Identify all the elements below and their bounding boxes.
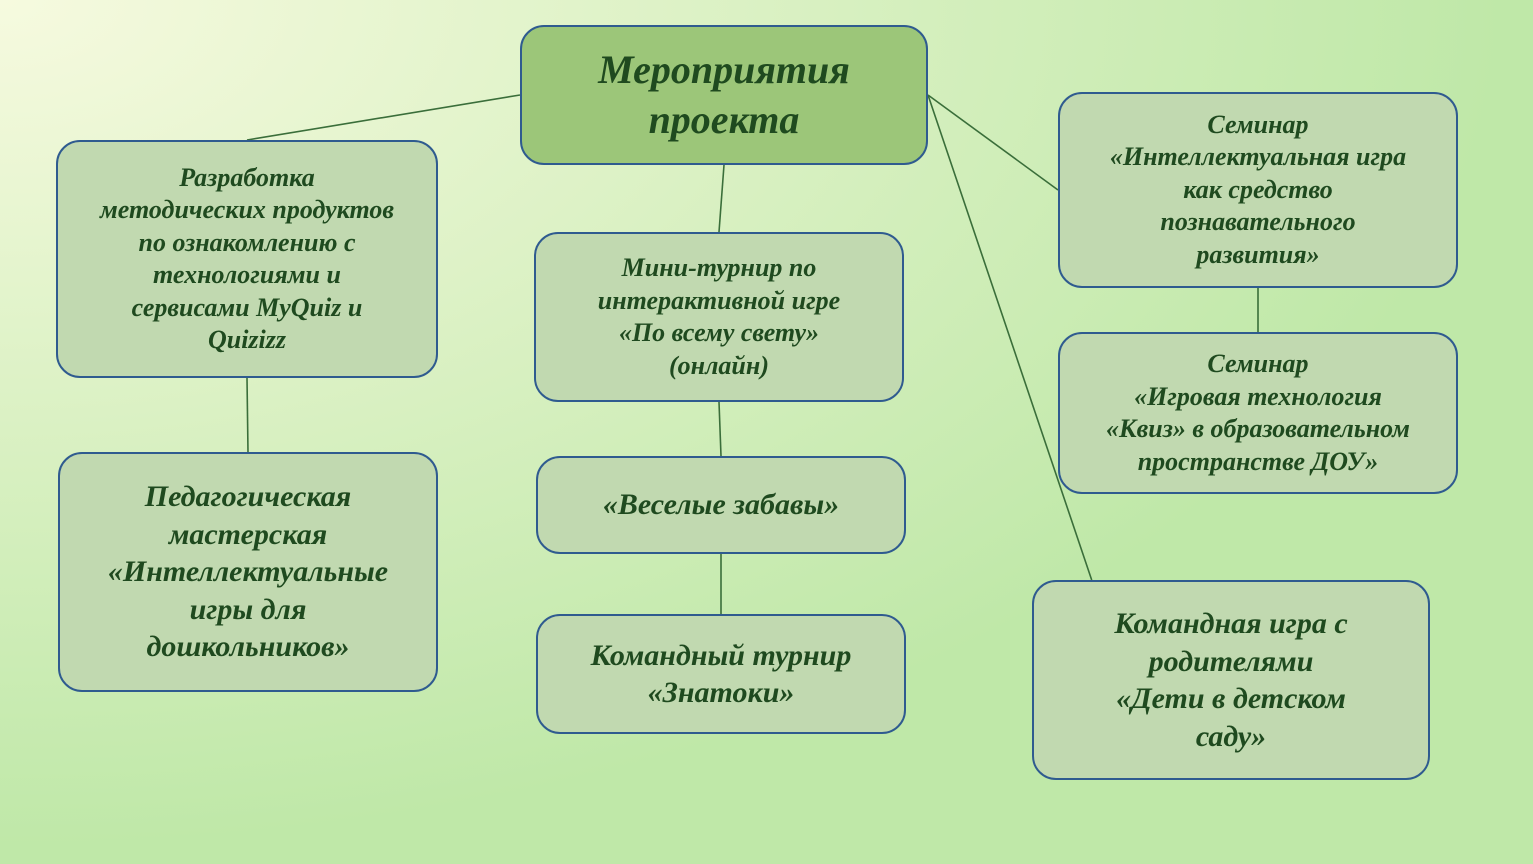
node-mid-teamtournament: Командный турнир «Знатоки» <box>536 614 906 734</box>
node-mid-minitournament: Мини-турнир по интерактивной игре «По вс… <box>534 232 904 402</box>
node-root: Мероприятия проекта <box>520 25 928 165</box>
node-left-methodical: Разработка методических продуктов по озн… <box>56 140 438 378</box>
connector <box>928 95 1058 190</box>
connector <box>719 402 721 456</box>
node-right-seminar1: Семинар «Интеллектуальная игра как средс… <box>1058 92 1458 288</box>
connector <box>719 165 724 232</box>
node-mid-fun: «Веселые забавы» <box>536 456 906 554</box>
node-left-workshop: Педагогическая мастерская «Интеллектуаль… <box>58 452 438 692</box>
diagram-stage: Мероприятия проекта Разработка методичес… <box>0 0 1533 864</box>
node-right-seminar2: Семинар «Игровая технология «Квиз» в обр… <box>1058 332 1458 494</box>
connector <box>247 95 520 140</box>
node-right-parentsgame: Командная игра с родителями «Дети в детс… <box>1032 580 1430 780</box>
connector <box>247 378 248 452</box>
